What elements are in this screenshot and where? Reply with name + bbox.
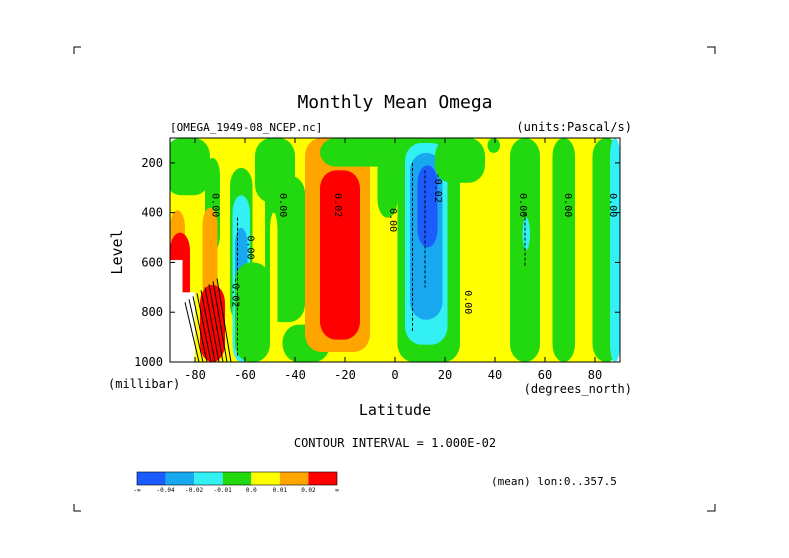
contour-band [170, 138, 210, 196]
contour-value-label: -0.02 [432, 173, 443, 203]
y-axis-label: Level [108, 229, 126, 274]
plot-area [170, 138, 620, 362]
colorbar-tick-label: -0.01 [214, 487, 232, 494]
axes: -80 -60 -40 -20 0 20 40 60 80 200 400 600 800 1000 [134, 138, 620, 382]
mean-label: (mean) lon:0..357.5 [491, 475, 617, 488]
colorbar-tick-label: 0.0 [246, 487, 257, 494]
crop-marks [73, 46, 716, 512]
y-tick-label: 600 [141, 255, 163, 269]
crop-mark-bottom-left [73, 504, 81, 512]
colorbar-tick-label: -0.04 [157, 487, 175, 494]
contour-line [200, 290, 216, 362]
missing-data-region [182, 292, 195, 362]
contour-value-label: 0.00 [387, 208, 398, 232]
colorbar-tick-label: 0.02 [301, 487, 316, 494]
x-tick-label: 40 [488, 368, 502, 382]
y-tick-label: 200 [141, 156, 163, 170]
colorbar-tick-label: ∞ [335, 487, 339, 494]
contour-band [522, 217, 530, 250]
source-label: [OMEGA_1949-08_NCEP.nc] [170, 121, 322, 134]
contour-value-label: 0.00 [462, 290, 473, 314]
contour-line [184, 302, 200, 362]
contour-line [216, 278, 232, 362]
contour-band [202, 207, 218, 303]
x-tick-label: -80 [184, 368, 206, 382]
contour-value-label: 0.00 [517, 193, 528, 217]
x-unit-label: (degrees_north) [524, 382, 632, 396]
x-tick-label: 0 [391, 368, 398, 382]
contour-value-label: 0.00 [607, 193, 618, 217]
colorbar-tick-label: 0.01 [273, 487, 288, 494]
colorbar-swatch [165, 472, 195, 485]
missing-data-region [170, 259, 183, 362]
colorbar: -∞ -0.04 -0.02 -0.01 0.0 0.01 0.02 ∞ [133, 471, 339, 494]
contour-line [196, 293, 212, 362]
colorbar-swatch [137, 472, 166, 485]
contour-value-label: 0.00 [277, 193, 288, 217]
crop-mark-top-left [73, 46, 81, 54]
colorbar-swatch [279, 472, 309, 485]
contour-value-label: -0.02 [230, 277, 241, 307]
contour-band [417, 165, 438, 248]
y-tick-label: 800 [141, 305, 163, 319]
contour-band [552, 138, 575, 362]
colorbar-swatch [194, 472, 223, 485]
contour-band [487, 138, 500, 153]
x-tick-label: 60 [538, 368, 552, 382]
y-unit-label: (millibar) [108, 377, 180, 391]
contour-line [188, 299, 204, 362]
contour-band [610, 138, 620, 362]
chart-title: Monthly Mean Omega [297, 92, 492, 113]
contour-line [192, 296, 208, 362]
x-tick-label: -60 [234, 368, 256, 382]
contour-line [204, 287, 220, 362]
y-tick-label: 1000 [134, 355, 163, 369]
contour-band [320, 170, 360, 340]
contour-band [200, 284, 225, 362]
colorbar-swatch [222, 472, 252, 485]
contour-value-label: 0.00 [245, 235, 256, 259]
colorbar-swatch [308, 472, 337, 485]
contour-band [235, 262, 270, 362]
units-label: (units:Pascal/s) [516, 120, 632, 134]
contour-labels: 0.00 0.00 0.00 -0.02 0.02 0.00 -0.02 0.00 0.00 0.… [210, 173, 619, 315]
x-tick-label: -20 [334, 368, 356, 382]
contour-value-label: 0.00 [562, 193, 573, 217]
contour-value-label: 0.00 [210, 193, 221, 217]
contour-line [212, 281, 228, 362]
crop-mark-top-right [707, 46, 716, 54]
contour-band [377, 152, 398, 218]
colorbar-tick-label: -0.02 [185, 487, 203, 494]
contour-band [435, 138, 485, 183]
contour-band [270, 212, 278, 338]
x-tick-label: -40 [284, 368, 306, 382]
contour-line [208, 284, 224, 362]
x-tick-label: 20 [438, 368, 452, 382]
x-axis-label: Latitude [359, 401, 431, 419]
contour-value-label: 0.02 [332, 193, 343, 217]
x-tick-label: 80 [588, 368, 602, 382]
colorbar-frame [136, 471, 338, 486]
colorbar-tick-label: -∞ [133, 487, 141, 494]
y-tick-label: 400 [141, 206, 163, 220]
colorbar-swatch [251, 472, 280, 485]
contour-interval-label: CONTOUR INTERVAL = 1.000E-02 [294, 436, 496, 450]
crop-mark-bottom-right [707, 504, 716, 512]
